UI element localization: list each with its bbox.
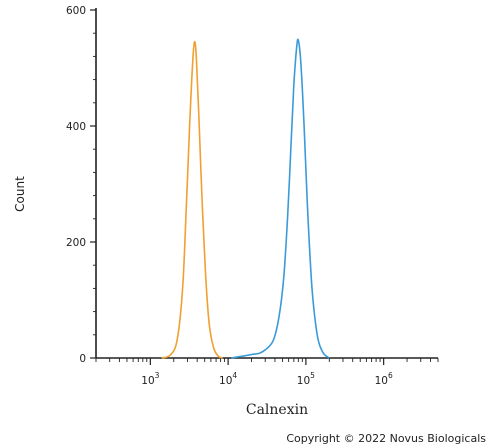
copyright-notice: Copyright © 2022 Novus Biologicals (286, 432, 486, 445)
x-axis-label: Calnexin (246, 402, 308, 418)
y-ticks: 0 200 400 600 (66, 5, 96, 365)
y-tick-label: 400 (66, 121, 86, 133)
y-tick-label: 0 (79, 353, 86, 365)
control-histogram-line (161, 40, 223, 359)
y-axis-label: Count (13, 176, 27, 212)
series-layer (161, 38, 330, 359)
calnexin-histogram-line (231, 38, 330, 359)
x-tick-label: 104 (219, 371, 237, 387)
y-tick-label: 200 (66, 237, 86, 249)
x-ticks: 103 104 105 106 (95, 358, 439, 387)
y-tick-label: 600 (66, 5, 86, 17)
x-tick-label: 105 (297, 371, 315, 387)
x-tick-label: 103 (141, 371, 159, 387)
x-tick-label: 106 (375, 371, 393, 387)
